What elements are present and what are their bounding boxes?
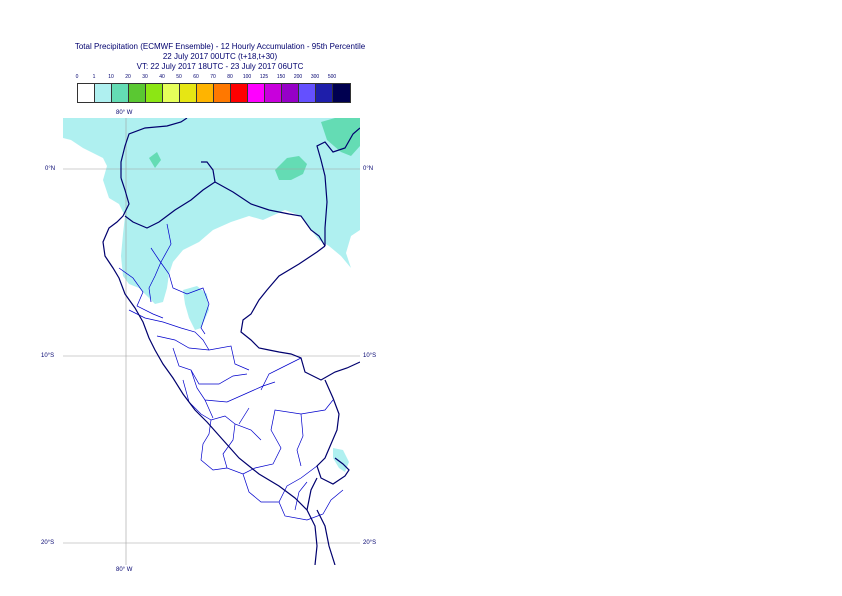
legend-swatch-9 <box>231 84 248 102</box>
legend-swatch-2 <box>112 84 129 102</box>
legend-label-70: 70 <box>210 74 216 80</box>
graticule <box>63 118 360 565</box>
legend-label-150: 150 <box>276 74 286 80</box>
lat-label-right-0n: 0°N <box>363 166 374 172</box>
country-borders <box>102 118 360 565</box>
legend-label-1: 1 <box>92 74 96 80</box>
lat-label-left-10s: 10°S <box>41 353 55 359</box>
run-date: 22 July 2017 00UTC (t+18,t+30) <box>162 52 278 61</box>
legend-label-40: 40 <box>159 74 165 80</box>
legend-label-50: 50 <box>176 74 182 80</box>
legend-swatch-15 <box>333 84 350 102</box>
legend-swatch-1 <box>95 84 112 102</box>
border-colombia-peru <box>214 181 326 247</box>
lon-label-top: 80° W <box>116 110 133 116</box>
legend-color-boxes <box>77 83 351 103</box>
precipitation-map <box>63 118 360 565</box>
lat-label-left-20s: 20°S <box>41 540 55 546</box>
legend-swatch-6 <box>180 84 197 102</box>
border-ecuador-north <box>120 118 188 178</box>
color-legend: 0 1 10 20 30 40 50 60 70 80 100 125 150 200 300 500 <box>60 74 360 104</box>
lat-label-right-10s: 10°S <box>363 353 377 359</box>
legend-label-30: 30 <box>142 74 148 80</box>
legend-label-500: 500 <box>327 74 337 80</box>
legend-swatch-11 <box>265 84 282 102</box>
legend-swatch-14 <box>316 84 333 102</box>
legend-label-20: 20 <box>125 74 131 80</box>
lat-label-right-20s: 20°S <box>363 540 377 546</box>
legend-swatch-12 <box>282 84 299 102</box>
precip-area-moderate-central <box>275 156 307 180</box>
title-block: Total Precipitation (ECMWF Ensemble) - 1… <box>60 42 380 72</box>
legend-label-60: 60 <box>193 74 199 80</box>
precip-area-moderate-coast <box>149 152 161 168</box>
region-borders <box>118 223 344 521</box>
precip-area-light-south <box>183 286 209 330</box>
border-colombia-brazil <box>316 127 360 246</box>
legend-label-200: 200 <box>293 74 303 80</box>
border-peru-brazil <box>240 245 360 381</box>
valid-time: VT: 22 July 2017 18UTC - 23 July 2017 06… <box>136 62 304 71</box>
legend-swatch-0 <box>78 84 95 102</box>
legend-label-125: 125 <box>259 74 269 80</box>
legend-swatch-8 <box>214 84 231 102</box>
precip-area-moderate-ne <box>321 118 360 156</box>
coastline <box>102 177 318 565</box>
lat-label-left-0n: 0°N <box>45 166 56 172</box>
legend-swatch-7 <box>197 84 214 102</box>
legend-label-300: 300 <box>310 74 320 80</box>
legend-swatch-5 <box>163 84 180 102</box>
border-ecuador-peru <box>124 161 216 229</box>
legend-label-80: 80 <box>227 74 233 80</box>
border-peru-chile <box>306 477 318 511</box>
legend-label-0: 0 <box>75 74 79 80</box>
legend-swatch-4 <box>146 84 163 102</box>
legend-label-10: 10 <box>108 74 114 80</box>
border-peru-bolivia <box>316 379 350 485</box>
legend-label-100: 100 <box>242 74 252 80</box>
border-bolivia-chile <box>316 509 336 565</box>
legend-swatch-3 <box>129 84 146 102</box>
map-title: Total Precipitation (ECMWF Ensemble) - 1… <box>74 42 366 51</box>
legend-swatch-10 <box>248 84 265 102</box>
legend-swatch-13 <box>299 84 316 102</box>
lon-label-bottom: 80° W <box>116 567 133 573</box>
